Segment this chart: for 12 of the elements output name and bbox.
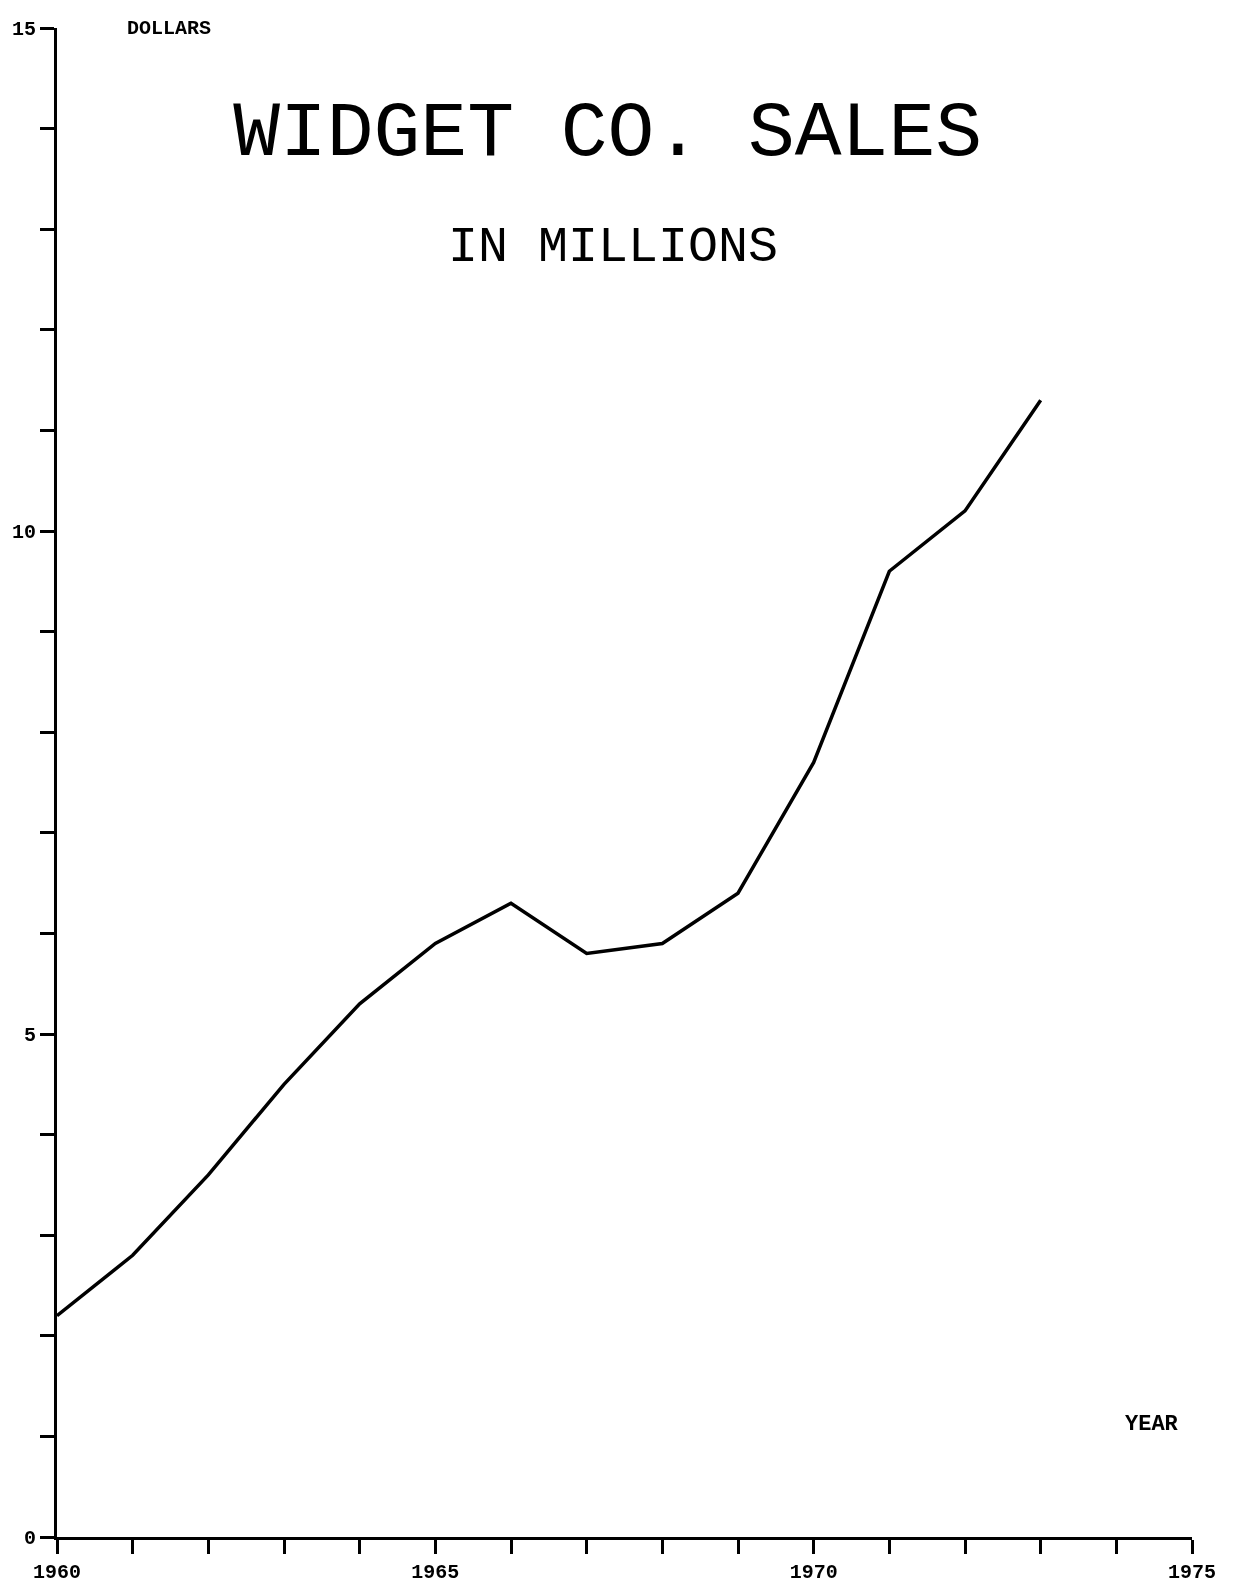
x-axis-title: YEAR (1125, 1412, 1179, 1437)
x-tick-label: 1965 (411, 1561, 460, 1584)
y-tick-label: 10 (11, 521, 36, 544)
text: IN MILLIONS (448, 219, 779, 276)
y-tick-label: 5 (23, 1024, 36, 1047)
y-axis-title: DOLLARS (127, 17, 212, 40)
x-tick-label: 1970 (789, 1561, 838, 1584)
y-tick-label: 15 (11, 18, 36, 41)
x-tick-label: 1975 (1167, 1561, 1217, 1584)
x-tick-label: 1960 (32, 1561, 82, 1584)
y-tick-label: 0 (23, 1527, 36, 1550)
text: WIDGET CO. SALES (233, 89, 983, 178)
